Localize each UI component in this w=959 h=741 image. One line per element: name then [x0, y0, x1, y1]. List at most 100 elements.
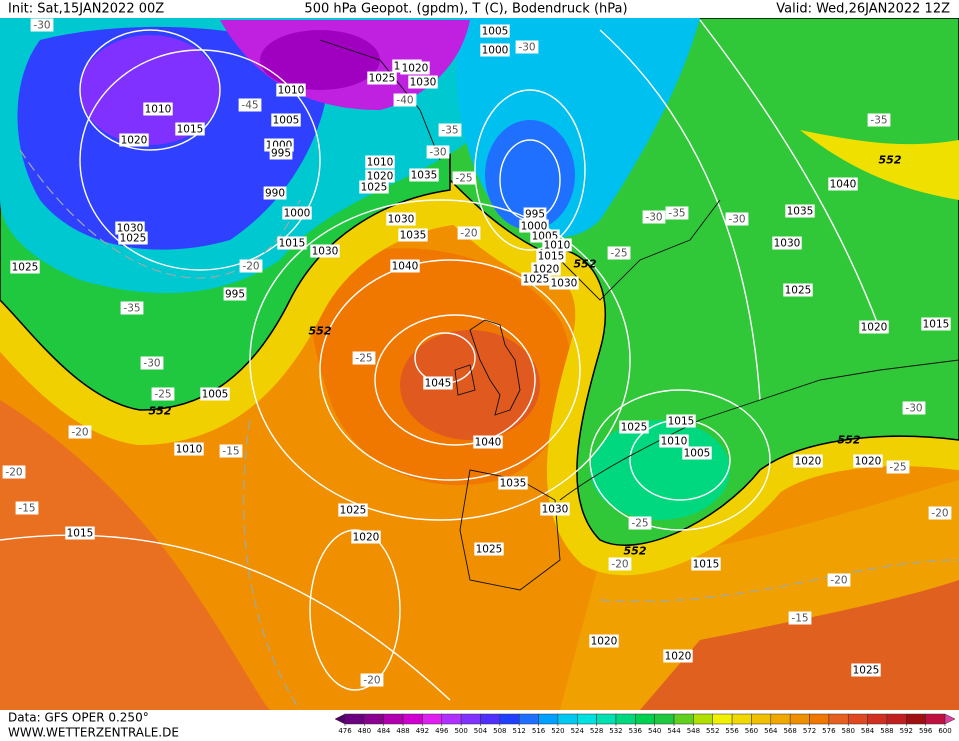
colorbar-swatch: [364, 713, 384, 725]
pressure-label-box: [223, 287, 247, 301]
pressure-label: 1020: [855, 456, 882, 468]
temperature-label-box: [457, 226, 481, 240]
colorbar-tick-label: 512: [513, 727, 526, 735]
temperature-label: -25: [455, 173, 472, 185]
pressure-label: 1020: [121, 135, 148, 147]
pressure-label-box: [666, 414, 696, 428]
height-label: 552: [624, 545, 647, 558]
pressure-label: 1010: [367, 157, 394, 169]
pressure-label-box: [118, 231, 148, 245]
pressure-label: 1020: [353, 532, 380, 544]
colorbar-tick-label: 484: [377, 727, 391, 735]
pressure-label-box: [531, 262, 561, 276]
pressure-label: 1030: [551, 278, 578, 290]
colorbar-swatch: [712, 713, 733, 725]
pressure-label: 1025: [785, 285, 812, 297]
temperature-label-box: [452, 171, 476, 185]
colorbar-swatch: [925, 713, 946, 725]
website: WWW.WETTERZENTRALE.DE: [8, 726, 179, 740]
pressure-label: 1025: [853, 665, 880, 677]
temperature-label: -30: [645, 212, 662, 224]
colorbar-swatch: [906, 713, 926, 725]
temperature-label-box: [219, 444, 243, 458]
pressure-label: 1025: [12, 262, 39, 274]
pressure-label: 1020: [861, 322, 888, 334]
pressure-label: 1040: [475, 437, 502, 449]
pressure-label: 1025: [369, 73, 396, 85]
pressure-label-box: [367, 71, 397, 85]
colorbar-tick-label: 572: [803, 727, 816, 735]
isobar: [589, 389, 771, 531]
colorbar-tick-label: 480: [358, 727, 371, 735]
colorbar-tick-label: 552: [706, 727, 719, 735]
temperature-label-box: [902, 401, 926, 415]
pressure-label: 1010: [544, 240, 571, 252]
temperature-label: -25: [154, 389, 171, 401]
field-yellow: [800, 130, 959, 200]
temperature-label: -20: [363, 675, 380, 687]
colorbar-swatch: [615, 713, 636, 725]
pressure-label-box: [540, 502, 570, 516]
temperature-label: -35: [870, 115, 887, 127]
colorbar-tick-label: 584: [861, 727, 875, 735]
temperature-label-box: [515, 40, 539, 54]
pressure-label-box: [175, 122, 205, 136]
pressure-label-box: [659, 434, 689, 448]
colorbar-swatch: [847, 713, 868, 725]
pressure-label: 1020: [402, 63, 429, 75]
temperature-label: -30: [728, 214, 745, 226]
colorbar-tick-label: 504: [474, 727, 488, 735]
colorbar-tick-label: 588: [880, 727, 893, 735]
pressure-label-box: [400, 61, 430, 75]
pressure-label-box: [119, 133, 149, 147]
pressure-label-box: [365, 169, 395, 183]
colorbar-tick-label: 596: [919, 727, 933, 735]
isobar: [0, 19, 881, 701]
isobar: [249, 199, 631, 521]
pressure-label: 1030: [774, 238, 801, 250]
colorbar-swatch: [770, 713, 791, 725]
field-warm: [640, 580, 959, 710]
pressure-label-box: [536, 249, 566, 263]
pressure-label-box: [783, 283, 813, 297]
pressure-label-box: [271, 113, 301, 127]
colorbar-tick-label: 528: [590, 727, 603, 735]
colorbar-tick-label: 568: [783, 727, 796, 735]
colorbar-arrow: [944, 713, 956, 725]
colorbar-swatch: [751, 713, 772, 725]
pressure-label-box: [277, 236, 307, 250]
pressure-label: 1015: [177, 124, 204, 136]
colorbar-swatch: [693, 713, 713, 725]
temperature-label: -35: [123, 303, 140, 315]
pressure-label-box: [519, 219, 549, 233]
field-cold: [80, 35, 220, 145]
temperature-label-box: [352, 351, 376, 365]
colorbar-tick-label: 492: [416, 727, 429, 735]
pressure-label: 1025: [340, 505, 367, 517]
colorbar-tick-label: 540: [648, 727, 661, 735]
pressure-label: 995: [525, 209, 545, 221]
temperature-label: -20: [71, 427, 88, 439]
pressure-label: 1015: [279, 238, 306, 250]
colorbar-tick-label: 564: [764, 727, 778, 735]
pressure-label: 1030: [312, 246, 339, 258]
field-cold: [260, 30, 380, 90]
pressure-label: 1030: [542, 504, 569, 516]
pressure-label-box: [276, 83, 306, 97]
colorbar-swatch: [480, 713, 501, 725]
temperature-label-box: [239, 259, 263, 273]
pressure-label-box: [386, 212, 416, 226]
pressure-label-box: [65, 526, 95, 540]
pressure-label-box: [859, 320, 889, 334]
pressure-label-box: [549, 276, 579, 290]
colorbar-tick-label: 476: [338, 727, 352, 735]
pressure-label-box: [828, 177, 858, 191]
temperature-label: -35: [441, 125, 458, 137]
temperature-label: -30: [518, 42, 535, 54]
map-title: 500 hPa Geopot. (gpdm), T (C), Bodendruc…: [304, 2, 627, 17]
pressure-label: 1035: [411, 170, 438, 182]
colorbar-tick-label: 488: [396, 727, 409, 735]
pressure-label-box: [338, 503, 368, 517]
temperature-label-box: [642, 210, 666, 224]
